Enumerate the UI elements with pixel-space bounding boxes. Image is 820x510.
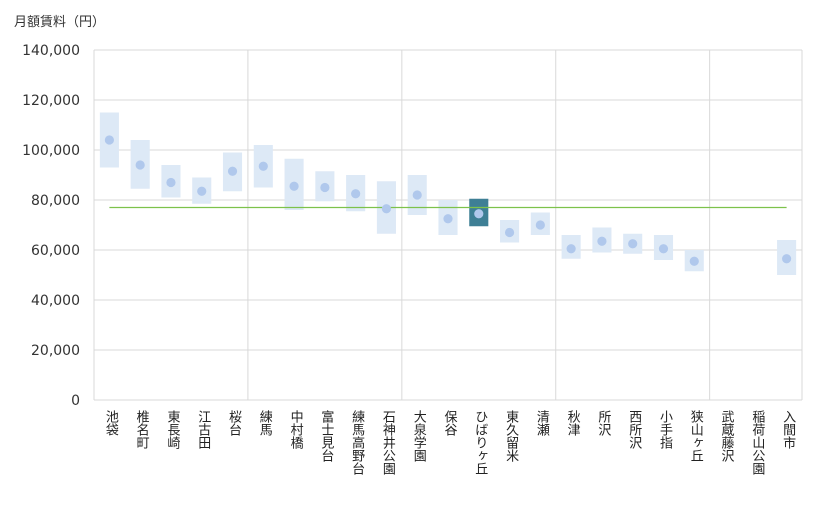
mean-point — [135, 160, 145, 170]
mean-point — [104, 135, 114, 145]
mean-point — [166, 177, 176, 188]
x-tick-label: 西所沢 — [626, 410, 642, 449]
x-tick-label: 大泉学園 — [411, 410, 427, 462]
x-tick-label: 練馬 — [257, 410, 273, 436]
x-tick-label: 中村橋 — [288, 410, 304, 450]
y-tick-label: 140,000 — [22, 43, 80, 59]
y-axis-title: 月額賃料（円） — [14, 15, 105, 30]
y-tick-label: 120,000 — [22, 93, 80, 109]
y-tick-layer: 0 20,000 40,000 60,000 80,000 100,000 120,000 1… — [22, 43, 80, 409]
mean-point — [628, 239, 638, 249]
x-tick-label: 桜台 — [226, 410, 242, 436]
x-tick-label: 富士見台 — [318, 409, 334, 462]
mean-point — [351, 189, 361, 199]
x-tick-label: 武蔵藤沢 — [719, 410, 735, 462]
mean-point — [474, 209, 484, 219]
mean-point — [412, 190, 422, 200]
x-tick-label: 東長崎 — [164, 409, 180, 449]
mean-point — [443, 214, 453, 224]
mean-point — [782, 254, 792, 264]
x-tick-label: 秋津 — [565, 410, 581, 436]
mean-point — [289, 181, 299, 191]
mean-point — [381, 204, 392, 214]
x-tick-label: 清瀬 — [534, 410, 550, 436]
mean-point — [197, 186, 207, 196]
y-tick-label: 60,000 — [31, 243, 80, 259]
mean-point — [566, 244, 576, 254]
x-tick-label: 石神井公園 — [380, 410, 396, 475]
mean-point — [227, 166, 238, 176]
x-tick-label: 池袋 — [103, 410, 119, 436]
mean-point — [597, 236, 607, 246]
y-tick-label: 0 — [71, 393, 80, 409]
x-tick-label: 入間市 — [780, 410, 796, 449]
x-tick-label: ひばりヶ丘 — [472, 410, 488, 475]
mean-point — [258, 161, 268, 171]
y-tick-label: 100,000 — [22, 143, 80, 159]
x-tick-label: 椎名町 — [134, 410, 150, 449]
x-tick-label: 狭山ヶ丘 — [688, 410, 704, 462]
point-layer — [104, 135, 792, 266]
mean-point — [658, 244, 669, 254]
x-tick-label: 所沢 — [595, 410, 611, 436]
x-tick-label: 東久留米 — [503, 409, 518, 462]
y-tick-label: 80,000 — [31, 193, 80, 209]
mean-point — [504, 227, 515, 238]
mean-point — [320, 182, 330, 193]
x-tick-label: 江古田 — [195, 410, 211, 449]
mean-point — [535, 220, 545, 230]
x-tick-layer: 池袋 椎名町 東長崎 江古田 桜台 練馬 中村橋 富士見台 練馬高野台 石神井公園 大泉学園 保谷 ひば… — [103, 409, 796, 475]
x-tick-label: 保谷 — [442, 410, 458, 436]
x-tick-label: 小手指 — [657, 410, 673, 449]
y-tick-label: 40,000 — [31, 293, 80, 309]
x-tick-label: 練馬高野台 — [349, 410, 365, 475]
mean-point — [689, 256, 699, 266]
y-tick-label: 20,000 — [31, 343, 80, 359]
x-tick-label: 稲荷山公園 — [749, 410, 765, 475]
